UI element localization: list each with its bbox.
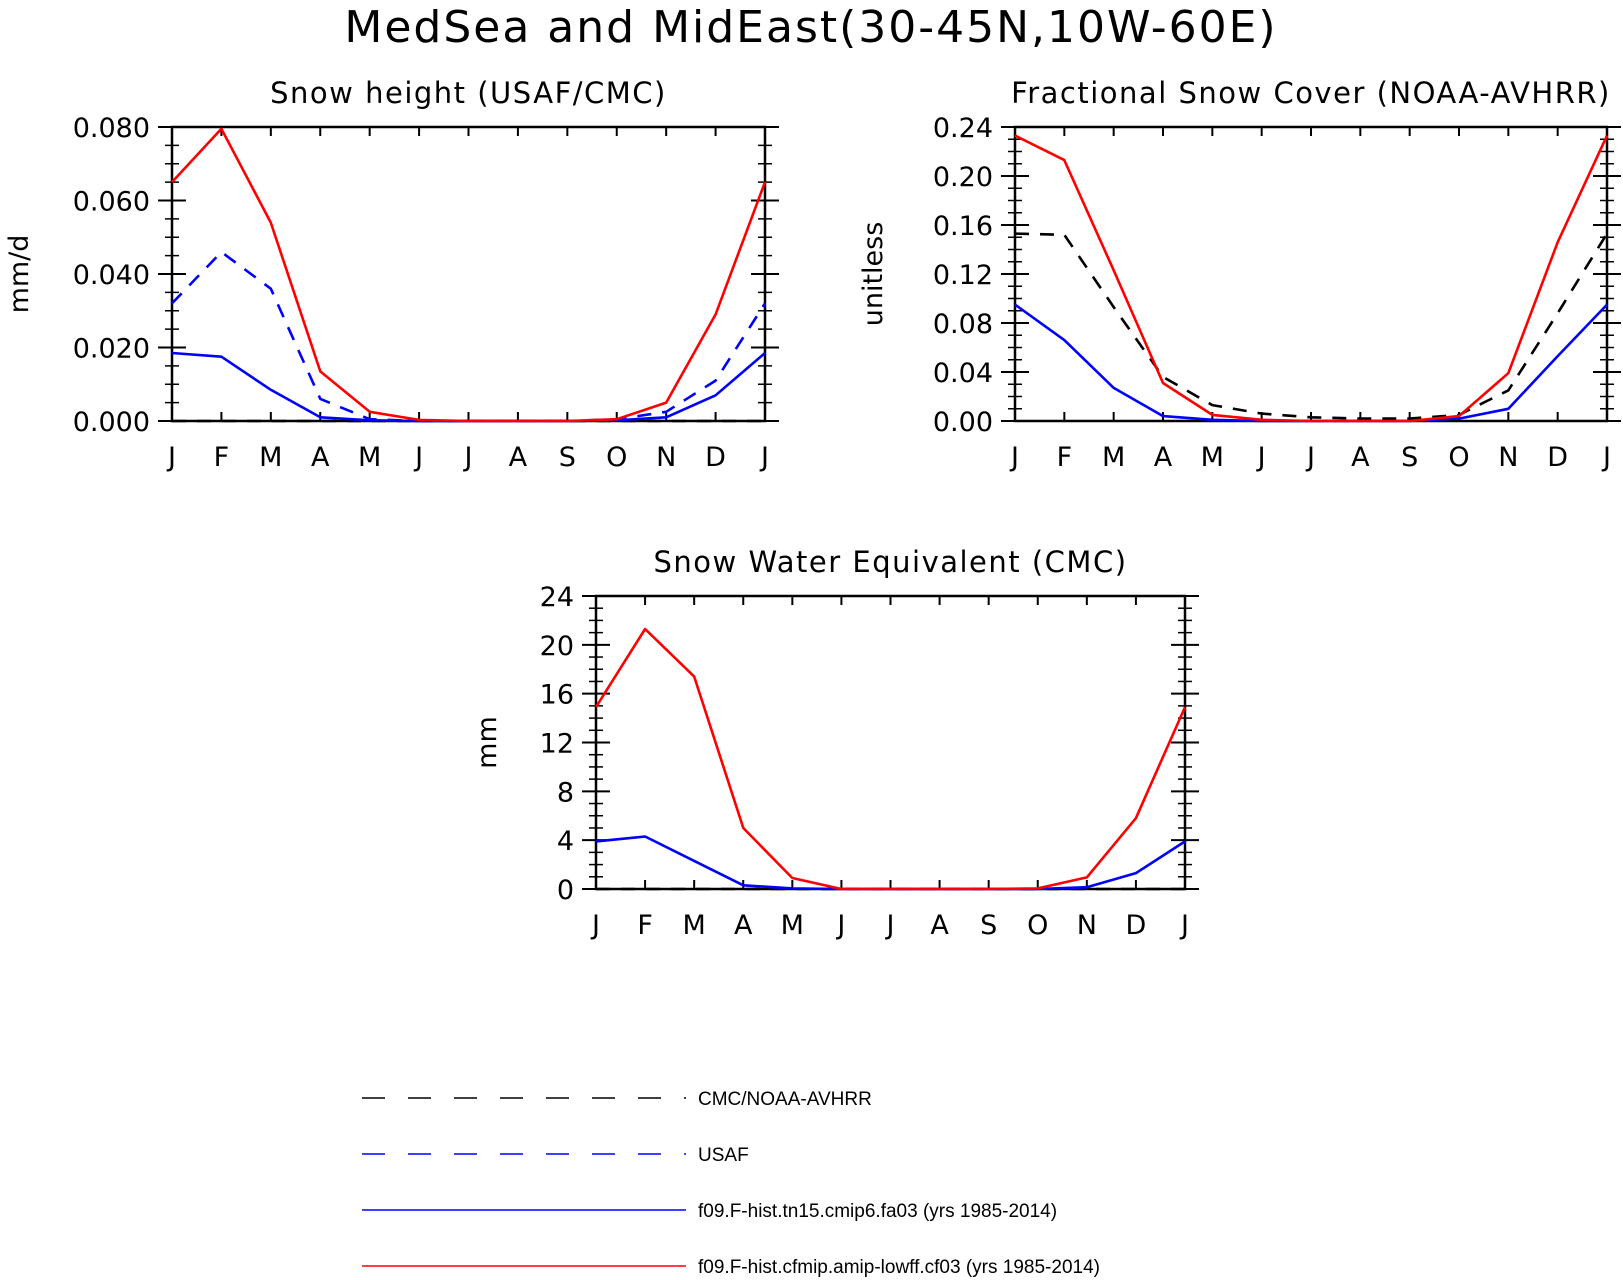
x-tick-label: J — [835, 910, 845, 941]
x-tick-label: M — [781, 910, 804, 941]
y-tick-label: 0.040 — [73, 260, 150, 291]
y-axis-label: mm — [472, 716, 503, 769]
x-tick-label: N — [1498, 442, 1518, 473]
legend-entry: CMC/NOAA-AVHRR — [362, 1089, 872, 1110]
x-tick-label: S — [1401, 442, 1418, 473]
legend-label: USAF — [698, 1145, 749, 1166]
chart-panel-1: Snow height (USAF/CMC)mm/dJ F M A M J J A S O N D J0… — [4, 76, 779, 473]
y-tick-label: 0.000 — [73, 407, 150, 438]
x-tick-label: J — [413, 442, 423, 473]
series-line — [594, 627, 1187, 891]
x-tick-label: A — [930, 910, 949, 941]
chart-panels: Snow height (USAF/CMC)mm/dJ F M A M J J A S O N D J0… — [4, 76, 1621, 941]
y-tick-label: 0.00 — [933, 407, 993, 438]
y-axis-label: mm/d — [4, 235, 35, 314]
x-tick-label: A — [311, 442, 330, 473]
y-tick-label: 0.12 — [933, 260, 993, 291]
legend-label: f09.F-hist.cfmip.amip-lowff.cf03 (yrs 19… — [698, 1257, 1100, 1278]
figure-title: MedSea and MidEast(30-45N,10W-60E) — [344, 2, 1277, 53]
x-tick-label: O — [1027, 910, 1048, 941]
x-tick-label: J — [166, 442, 176, 473]
x-tick-label: J — [1179, 910, 1189, 941]
chart-panel-2: Fractional Snow Cover (NOAA-AVHRR) unitle… — [858, 76, 1621, 473]
y-tick-label: 20 — [540, 631, 574, 662]
x-tick-label: J — [1256, 442, 1266, 473]
y-tick-label: 24 — [540, 582, 574, 613]
x-tick-label: F — [637, 910, 653, 941]
y-tick-label: 0.080 — [73, 113, 150, 144]
series-line — [171, 250, 767, 423]
y-tick-label: 12 — [540, 729, 574, 760]
x-tick-label: A — [1154, 442, 1173, 473]
x-tick-label: J — [1305, 442, 1315, 473]
y-tick-label: 4 — [557, 826, 574, 857]
x-tick-label: N — [656, 442, 676, 473]
x-tick-label: M — [683, 910, 706, 941]
plot-frame — [170, 125, 767, 423]
legend-entry: f09.F-hist.cfmip.amip-lowff.cf03 (yrs 19… — [362, 1257, 1100, 1278]
x-tick-label: F — [214, 442, 230, 473]
x-tick-label: N — [1077, 910, 1097, 941]
x-tick-label: D — [1126, 910, 1147, 941]
legend-entry: f09.F-hist.tn15.cmip6.fa03 (yrs 1985-201… — [362, 1201, 1057, 1222]
x-tick-label: J — [590, 910, 600, 941]
x-tick-label: M — [259, 442, 282, 473]
legend-label: f09.F-hist.tn15.cmip6.fa03 (yrs 1985-201… — [698, 1201, 1057, 1222]
x-tick-label: M — [358, 442, 381, 473]
x-tick-label: J — [1009, 442, 1019, 473]
chart-title: Fractional Snow Cover (NOAA-AVHRR) — [1011, 76, 1611, 110]
x-tick-label: O — [606, 442, 627, 473]
series-line — [1014, 134, 1609, 423]
y-tick-label: 0.20 — [933, 162, 993, 193]
x-tick-label: D — [705, 442, 726, 473]
chart-title: Snow Water Equivalent (CMC) — [653, 545, 1127, 579]
y-tick-label: 0.04 — [933, 358, 993, 389]
x-tick-label: D — [1547, 442, 1568, 473]
x-tick-label: S — [559, 442, 576, 473]
chart-panel-3: Snow Water Equivalent (CMC)mmJ F M A M J J A S O N… — [472, 545, 1199, 941]
x-tick-label: O — [1448, 442, 1469, 473]
x-tick-label: F — [1057, 442, 1073, 473]
x-tick-label: J — [463, 442, 473, 473]
x-tick-label: A — [1351, 442, 1370, 473]
x-tick-label: M — [1102, 442, 1125, 473]
plot-frame — [594, 594, 1187, 891]
legend: CMC/NOAA-AVHRR USAF f09.F-hist.tn15.cmip6.… — [362, 1089, 1100, 1278]
y-tick-label: 0.060 — [73, 187, 150, 218]
series-line — [1014, 303, 1608, 423]
legend-entry: USAF — [362, 1145, 749, 1166]
legend-label: CMC/NOAA-AVHRR — [698, 1089, 872, 1110]
y-tick-label: 0.020 — [73, 334, 150, 365]
y-tick-label: 16 — [540, 680, 574, 711]
series-line — [171, 127, 767, 423]
chart-title: Snow height (USAF/CMC) — [270, 76, 667, 110]
x-tick-label: J — [759, 442, 769, 473]
y-tick-label: 0.16 — [933, 211, 993, 242]
y-tick-label: 0 — [557, 875, 574, 906]
x-tick-label: J — [1601, 442, 1611, 473]
series-line — [1014, 232, 1609, 420]
y-tick-label: 8 — [557, 777, 574, 808]
x-tick-label: A — [509, 442, 528, 473]
y-tick-label: 0.08 — [933, 309, 993, 340]
y-tick-label: 0.24 — [933, 113, 993, 144]
x-tick-label: M — [1201, 442, 1224, 473]
x-tick-label: J — [885, 910, 895, 941]
x-tick-label: A — [734, 910, 753, 941]
y-axis-label: unitless — [858, 222, 889, 327]
x-tick-label: S — [980, 910, 997, 941]
